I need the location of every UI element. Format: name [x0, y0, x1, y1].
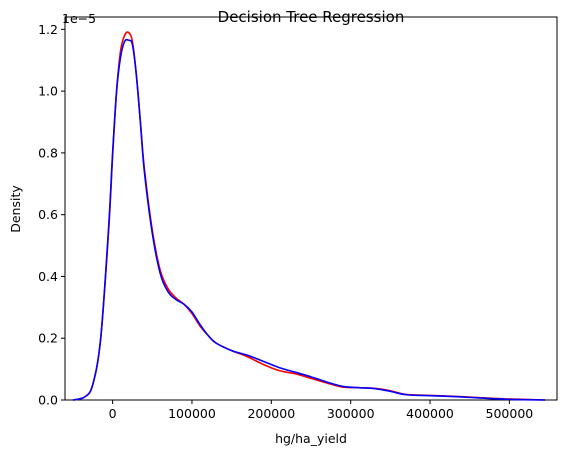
x-axis-label: hg/ha_yield: [275, 431, 347, 446]
y-tick-label: 0.6: [38, 207, 58, 222]
y-tick-label: 0.2: [38, 331, 58, 346]
x-axis: 0 100000 200000 300000 400000 500000: [109, 400, 534, 421]
plot-area: 0 100000 200000 300000 400000 500000 0.00.20.…: [38, 16, 558, 421]
x-tick-label: 300000: [327, 406, 375, 421]
density-line-blue: [72, 38, 546, 401]
y-axis: 0.0 0.2 0.4 0.6 0.8 1.0 1.2: [38, 22, 65, 408]
y-tick-label: 0.8: [38, 145, 58, 160]
y-offset-label: 1e−5: [62, 11, 96, 26]
x-tick-label: 0: [109, 406, 117, 421]
x-tick-label: 100000: [168, 406, 216, 421]
density-line-red: [72, 31, 546, 401]
y-axis-label: Density: [8, 185, 23, 233]
y-tick-label: 0.0: [38, 393, 58, 408]
y-tick-label: 1.0: [38, 84, 58, 99]
y-tick-label: 1.2: [38, 22, 58, 37]
x-tick-label: 200000: [247, 406, 295, 421]
x-tick-label: 400000: [406, 406, 454, 421]
series-group: [72, 31, 546, 401]
x-tick-label: 500000: [486, 406, 534, 421]
plot-frame: [64, 16, 558, 401]
y-tick-label: 0.4: [38, 269, 58, 284]
